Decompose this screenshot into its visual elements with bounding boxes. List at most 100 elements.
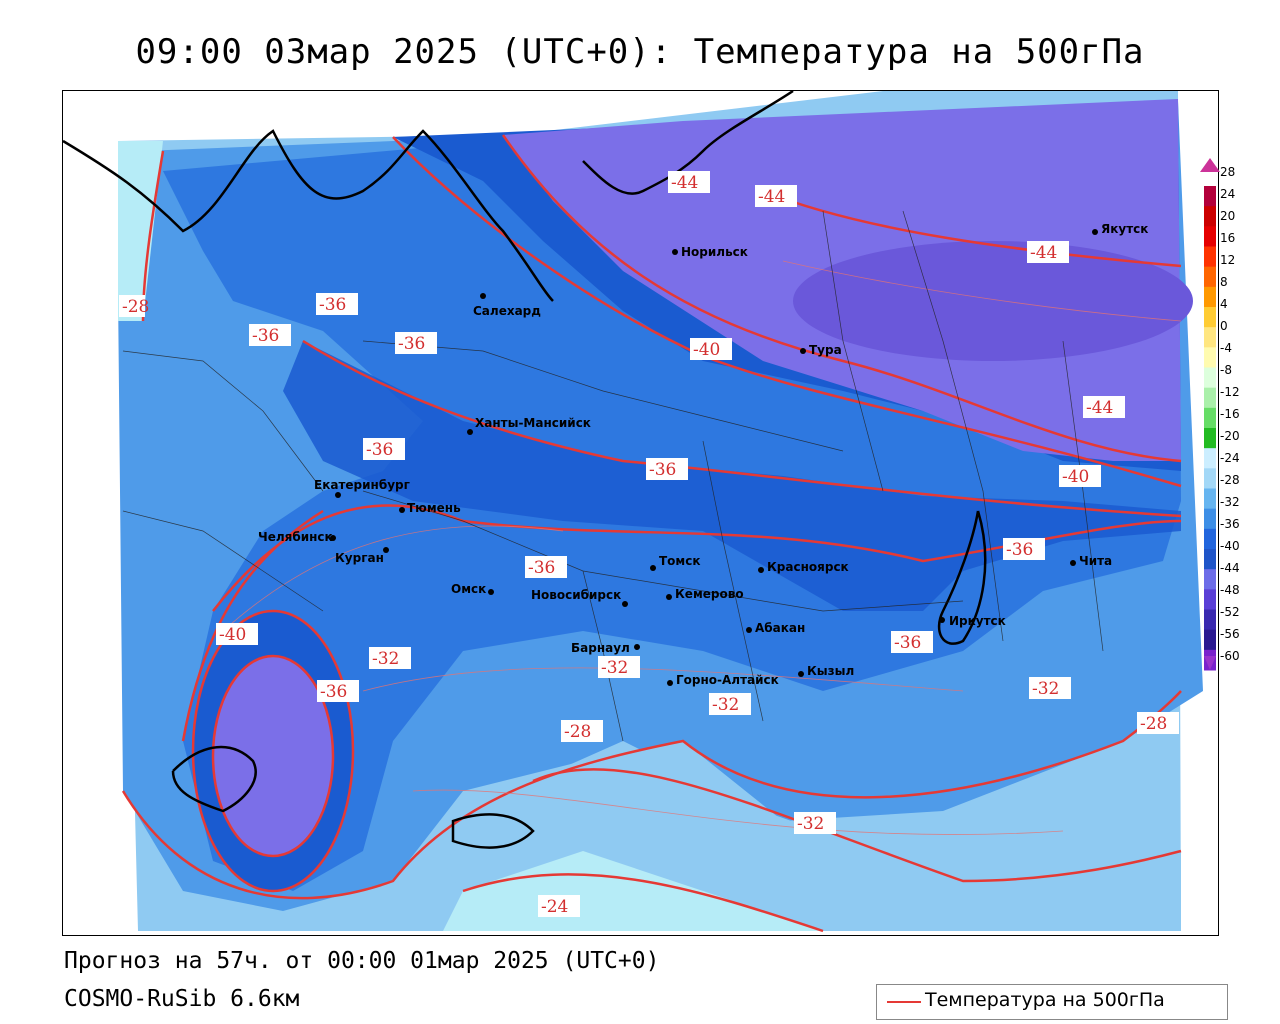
iso-label-box: -32 — [794, 812, 836, 834]
city-label: Тура — [809, 343, 842, 357]
colorbar-tick-label: 4 — [1220, 297, 1228, 311]
city-label: Екатеринбург — [314, 478, 410, 492]
iso-label-box: -36 — [249, 324, 291, 346]
iso-label: -36 — [252, 326, 279, 346]
iso-label-box: -40 — [216, 623, 258, 645]
colorbar-swatch — [1204, 226, 1216, 247]
colorbar-swatch — [1204, 286, 1216, 308]
iso-label-box: -28 — [1137, 712, 1179, 734]
iso-label: -32 — [372, 649, 399, 669]
colorbar-tick-label: -8 — [1220, 363, 1232, 377]
colorbar-min-arrow — [1204, 656, 1216, 670]
colorbar-tick-label: 20 — [1220, 209, 1236, 223]
legend-label: Температура на 500гПа — [925, 989, 1165, 1011]
colorbar-swatch — [1204, 327, 1216, 348]
map-canvas: Салехард Норильск Якутск Тура Ханты-Манс… — [63, 91, 1203, 933]
iso-label-box: -36 — [646, 458, 688, 480]
iso-label: -36 — [1006, 540, 1033, 560]
iso-label-box: -32 — [369, 647, 411, 669]
colorbar-tick-label: -28 — [1220, 473, 1240, 487]
colorbar-swatch — [1204, 307, 1216, 328]
iso-label: -36 — [649, 460, 676, 480]
city-dot-omsk — [488, 589, 494, 595]
city-dot-tomsk — [650, 565, 656, 571]
city-dot-kemerovo — [666, 594, 672, 600]
temperature-map[interactable]: Салехард Норильск Якутск Тура Ханты-Манс… — [62, 90, 1219, 936]
iso-label-box: -36 — [316, 293, 358, 315]
city-label: Курган — [335, 551, 384, 565]
iso-label: -36 — [366, 440, 393, 460]
city-label: Челябинск — [258, 530, 333, 544]
colorbar-swatch — [1204, 609, 1216, 631]
iso-label: -32 — [601, 658, 628, 678]
colorbar-tick-label: -24 — [1220, 451, 1240, 465]
admin-borders — [122, 210, 1104, 742]
iso-label-box: -32 — [1029, 677, 1071, 699]
iso-label-box: -28 — [119, 295, 149, 317]
city-markers — [330, 229, 1098, 686]
isotherm-labels: -44 -44 -44 -44 -40 -40 -40 -36 -36 -36 … — [119, 171, 1179, 917]
zone-m48 — [793, 241, 1193, 361]
colorbar-tick-label: 24 — [1220, 187, 1236, 201]
iso-label-box: -36 — [891, 631, 933, 653]
iso-label: -36 — [320, 682, 347, 702]
city-label: Иркутск — [949, 614, 1006, 628]
iso-label: -44 — [1030, 243, 1057, 263]
iso-label: -40 — [219, 625, 246, 645]
city-label: Горно-Алтайск — [676, 673, 779, 687]
colorbar-swatch — [1204, 508, 1216, 530]
city-dot-irkutsk — [939, 617, 945, 623]
city-dot-krasnoyarsk — [758, 567, 764, 573]
city-dot-kurgan — [383, 547, 389, 553]
iso-label: -36 — [398, 334, 425, 354]
iso-label-box: -44 — [1027, 241, 1069, 263]
colorbar-swatch — [1204, 206, 1216, 227]
city-dot-ekb — [335, 492, 341, 498]
city-dot-gorno — [667, 680, 673, 686]
colorbar-tick-label: -32 — [1220, 495, 1240, 509]
colorbar-swatch — [1204, 589, 1216, 610]
city-label: Абакан — [755, 621, 805, 635]
colorbar-tick-label: -16 — [1220, 407, 1240, 421]
iso-label: -24 — [541, 897, 568, 917]
iso-label: -44 — [671, 173, 698, 193]
forecast-info: Прогноз на 57ч. от 00:00 01мар 2025 (UTC… — [64, 948, 660, 974]
city-label: Ханты-Мансийск — [475, 416, 591, 430]
city-label: Тюмень — [407, 501, 461, 515]
colorbar-swatch — [1204, 428, 1216, 449]
colorbar-swatch — [1204, 347, 1216, 368]
colorbar-swatches — [1200, 158, 1220, 671]
iso-label: -32 — [712, 695, 739, 715]
iso-label-box: -28 — [561, 720, 603, 742]
iso-label-box: -44 — [668, 171, 710, 193]
zone-m24-west — [118, 141, 163, 321]
city-label: Томск — [659, 554, 701, 568]
iso-label: -36 — [528, 558, 555, 578]
city-dot-tura — [800, 348, 806, 354]
colorbar-swatch — [1204, 468, 1216, 489]
city-dot-novosibirsk — [622, 601, 628, 607]
city-label: Новосибирск — [531, 588, 621, 602]
colorbar-tick-label: -40 — [1220, 539, 1240, 553]
colorbar-swatch — [1204, 448, 1216, 469]
city-dot-chita — [1070, 560, 1076, 566]
city-dot-norilsk — [672, 249, 678, 255]
colorbar-swatch — [1204, 266, 1216, 288]
city-label: Якутск — [1101, 222, 1148, 236]
colorbar-swatch — [1204, 387, 1216, 409]
city-dot-barnaul — [634, 644, 640, 650]
iso-label-box: -36 — [395, 332, 437, 354]
city-label: Салехард — [473, 304, 541, 318]
city-dot-yakutsk — [1092, 229, 1098, 235]
city-labels: Салехард Норильск Якутск Тура Ханты-Манс… — [258, 222, 1148, 687]
colorbar-swatch — [1204, 407, 1216, 429]
iso-label-box: -44 — [1083, 396, 1125, 418]
iso-label-box: -36 — [317, 680, 359, 702]
city-label: Чита — [1079, 554, 1112, 568]
iso-label-box: -36 — [525, 556, 567, 578]
colorbar-tick-label: -36 — [1220, 517, 1240, 531]
colorbar-swatch — [1204, 488, 1216, 510]
colorbar — [1200, 158, 1220, 692]
colorbar-swatch — [1204, 528, 1216, 550]
city-label: Красноярск — [767, 560, 849, 574]
